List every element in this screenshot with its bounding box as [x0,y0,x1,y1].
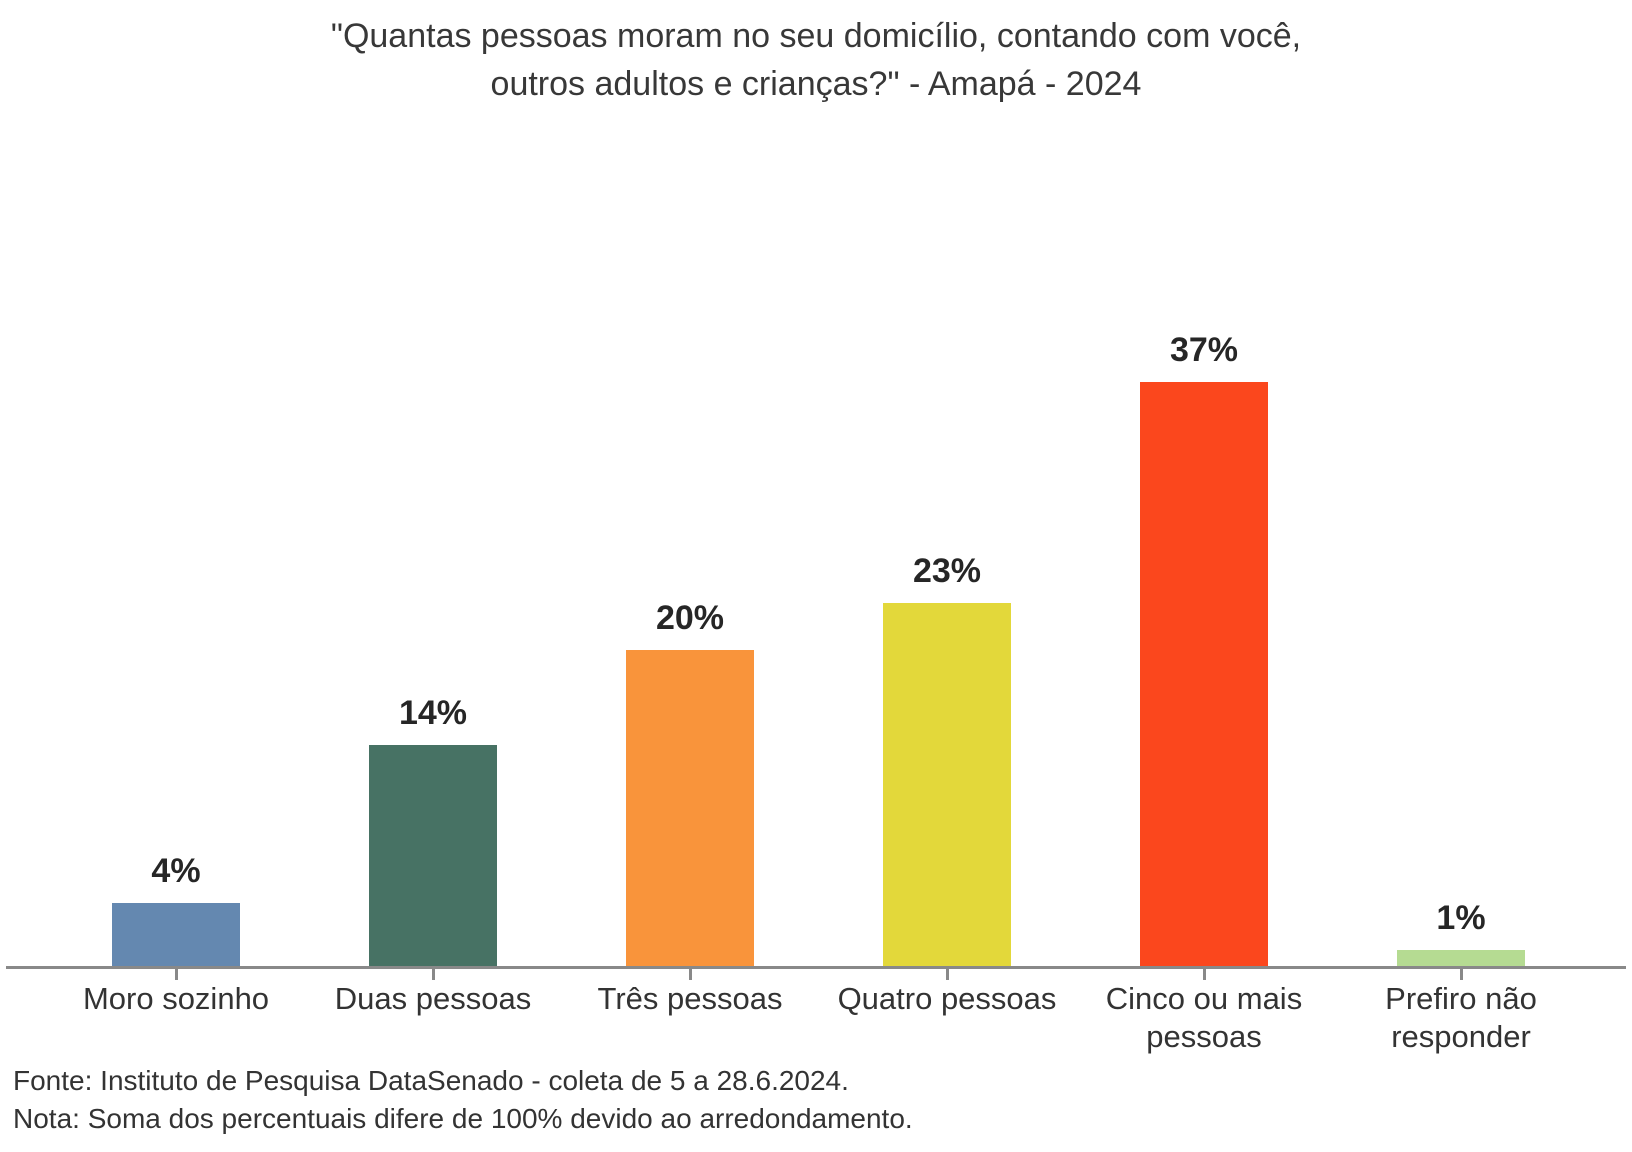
category-label: Cinco ou mais pessoas [1105,981,1303,1055]
bar-value-label: 23% [912,552,982,590]
bar-value-label: 14% [398,694,468,732]
category-label: Moro sozinho [82,981,270,1016]
bar-4 [883,603,1011,966]
category-label: Duas pessoas [334,981,532,1016]
bar-value-label: 1% [1436,899,1486,937]
bar-6 [1397,950,1525,966]
x-axis-tick [432,969,435,980]
source-note: Fonte: Instituto de Pesquisa DataSenado … [13,1065,849,1096]
bar-1 [112,903,240,966]
rounding-note: Nota: Soma dos percentuais difere de 100… [13,1102,913,1134]
x-axis-tick [175,969,178,980]
bar-3 [626,650,754,966]
x-axis-line [6,966,1626,969]
category-label: Prefiro não responder [1385,981,1537,1055]
category-label: Quatro pessoas [837,981,1057,1016]
category-label: Três pessoas [597,981,783,1016]
bar-value-label: 37% [1169,331,1239,369]
bar-value-label: 20% [655,599,725,637]
chart-title-line-2: outros adultos e crianças?" - Amapá - 20… [490,65,1142,104]
chart-title: "Quantas pessoas moram no seu domicílio,… [0,12,1632,109]
chart-title-line-1: "Quantas pessoas moram no seu domicílio,… [330,17,1302,55]
x-axis-tick [946,969,949,980]
bar-5 [1140,382,1268,966]
footnotes: Fonte: Instituto de Pesquisa DataSenado … [13,1062,913,1137]
x-axis-tick [689,969,692,980]
x-axis-tick [1460,969,1463,980]
bar-value-label: 4% [151,852,201,890]
bar-2 [369,745,497,966]
x-axis-tick [1203,969,1206,980]
